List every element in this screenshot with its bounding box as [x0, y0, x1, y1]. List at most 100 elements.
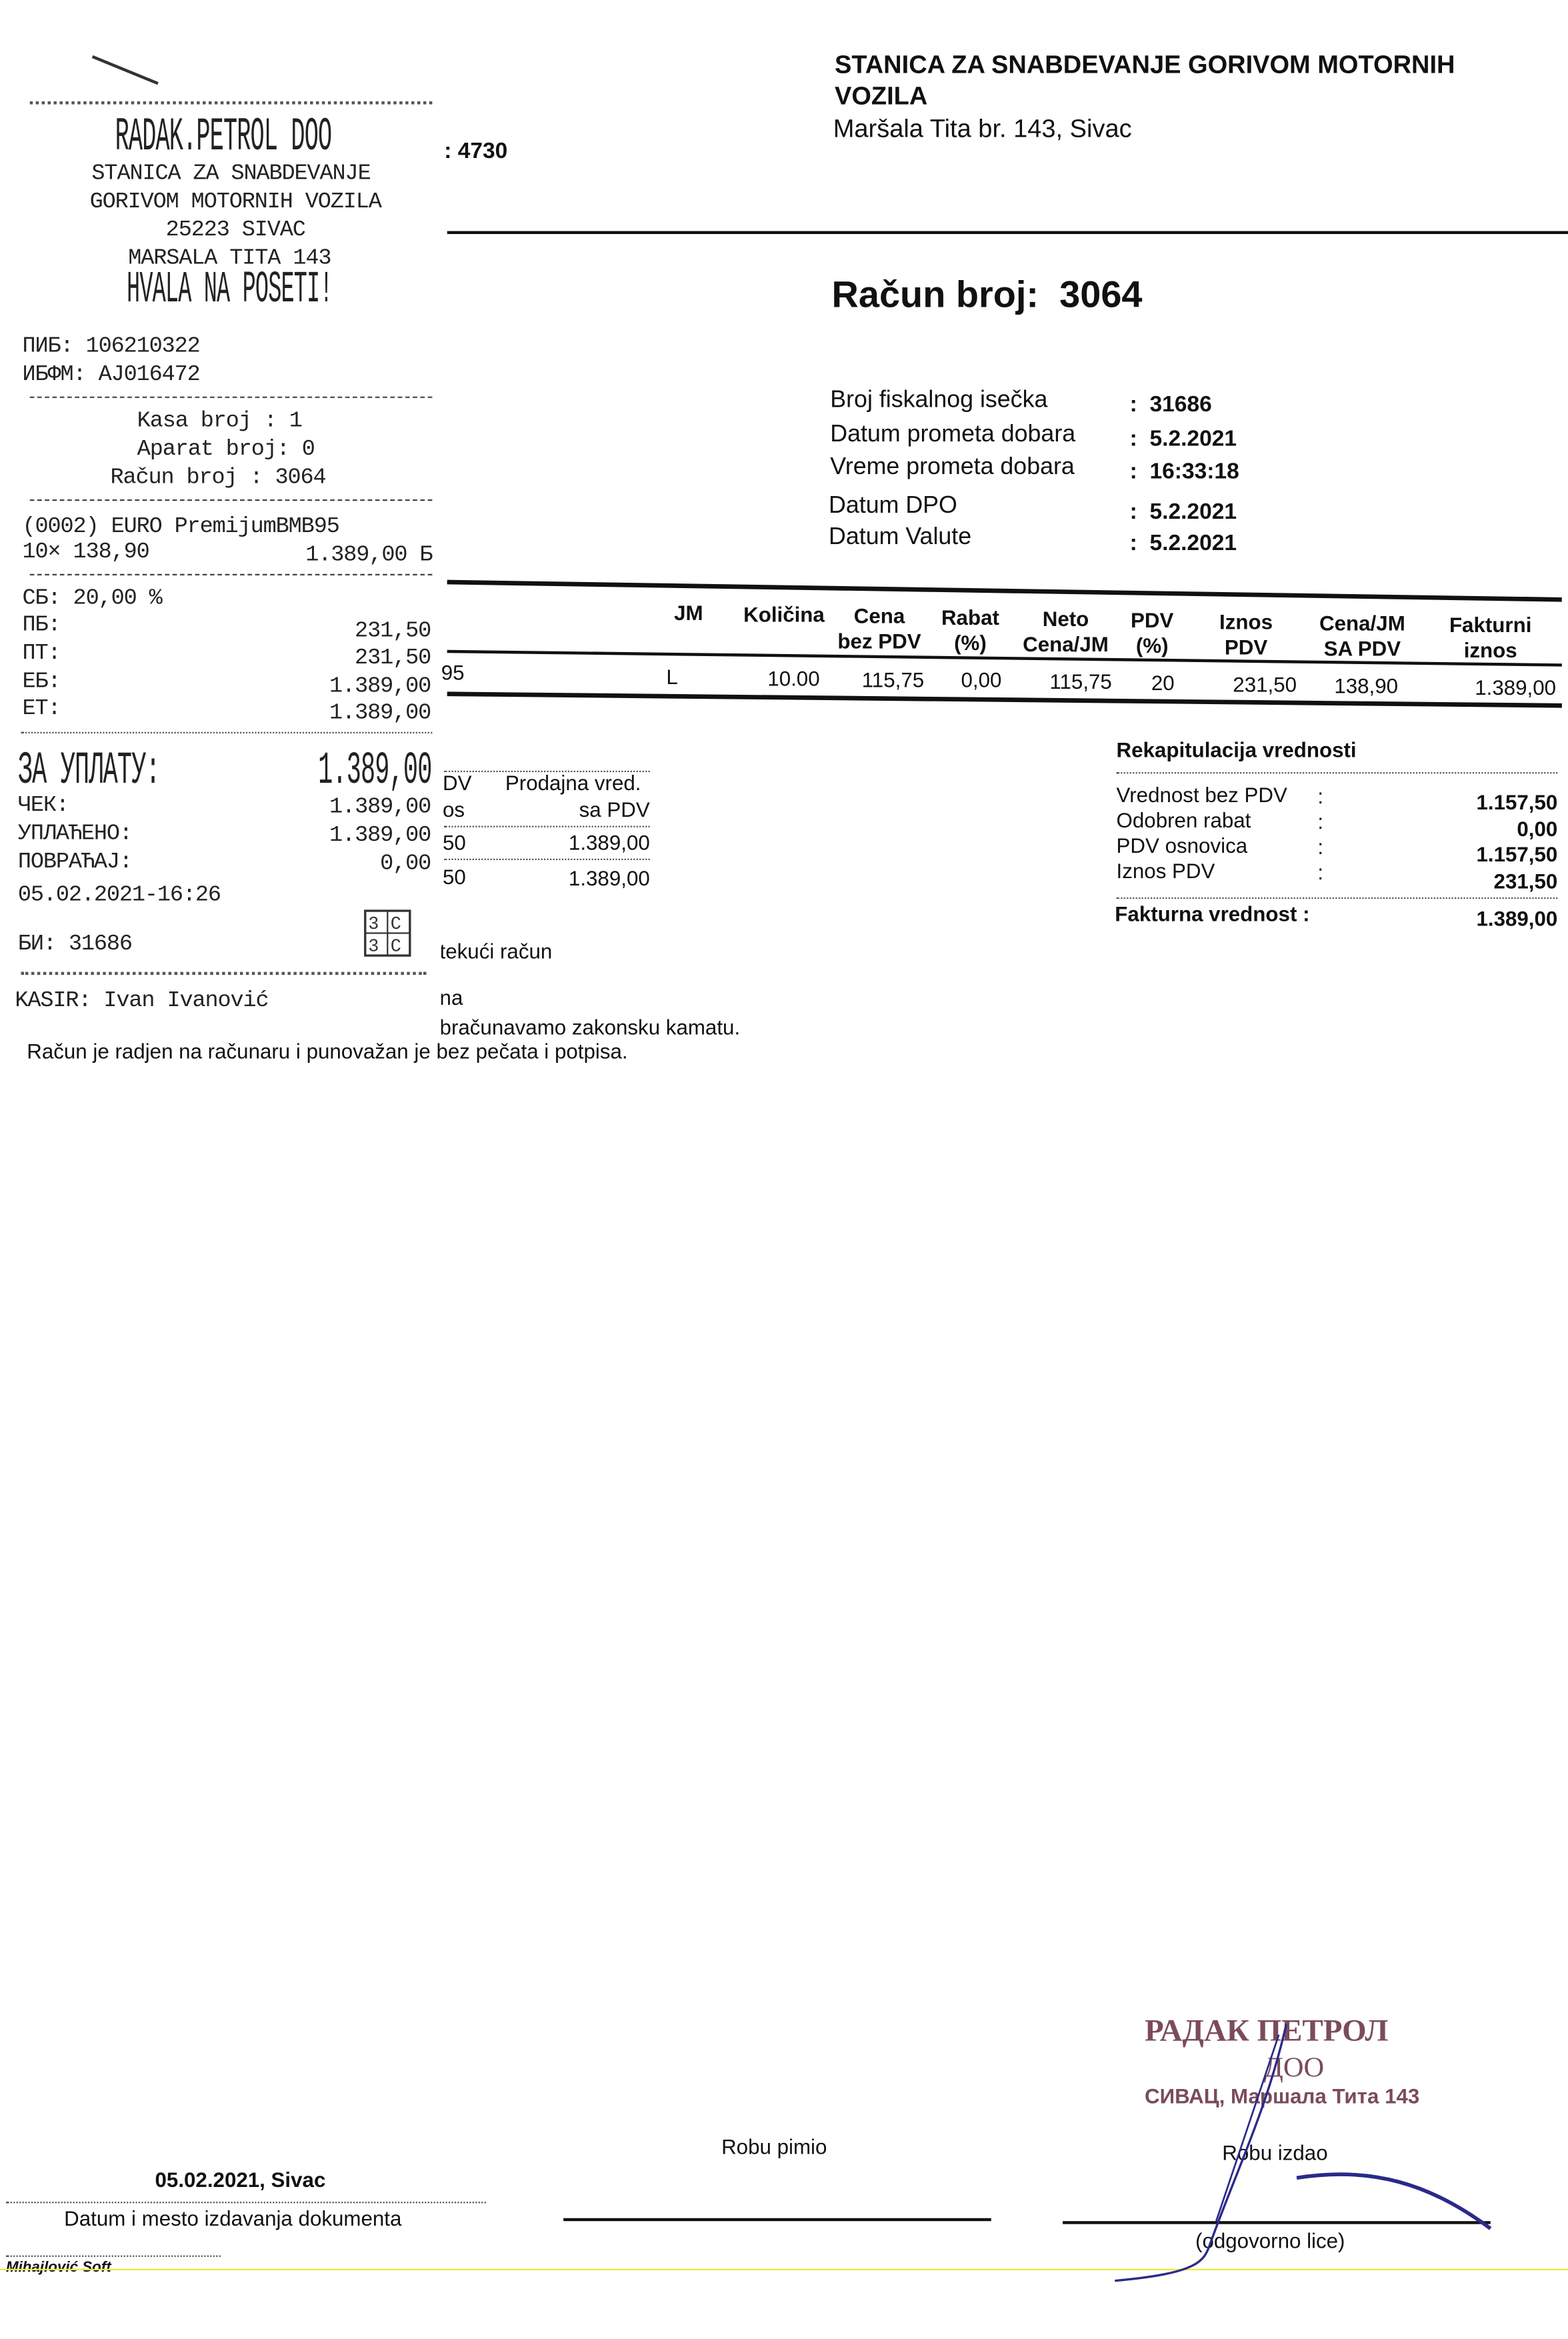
recap-label: Odobren rabat — [1116, 807, 1251, 832]
col-fakturni-iznos: Fakturni iznos — [1449, 612, 1532, 662]
col-neto-cena: Neto Cena/JM — [1023, 606, 1109, 656]
receipt-line: GORIVOM MOTORNIH VOZILA — [89, 189, 382, 215]
receipt-divider — [21, 971, 427, 975]
receipt-tax-label: ЕТ: — [22, 696, 61, 722]
tax-header-partial: os — [443, 797, 465, 821]
receipt-tax-value: 231,50 — [355, 618, 431, 644]
receipt-line: MARSALA TITA 143 — [128, 245, 331, 271]
receipt-payment-label: ПОВРАЋАЈ: — [17, 849, 133, 875]
company-name: STANICA ZA SNABDEVANJE GORIVOM MOTORNIH — [834, 51, 1455, 79]
divider — [447, 231, 1568, 235]
divider — [5, 2202, 486, 2204]
receipt-kasa: Kasa broj : 1 — [137, 408, 303, 434]
colon: : — [1317, 834, 1324, 859]
receipt-divider — [29, 101, 433, 105]
sale-time: 16:33:18 — [1149, 459, 1239, 485]
detail-label: Datum DPO — [829, 493, 957, 519]
detail-label: Broj fiskalnog isečka — [830, 387, 1048, 413]
receipt-tax-value: 1.389,00 — [329, 700, 431, 726]
recap-label: PDV osnovica — [1116, 833, 1248, 857]
receipt-cashier: KASIR: Ivan Ivanović — [15, 988, 269, 1014]
receipt-payment-label: ЧЕК: — [17, 793, 69, 819]
receipt-total-value: 1.389,00 — [318, 745, 433, 798]
detail-value: : 5.2.2021 — [1129, 530, 1237, 556]
partial-number: : 4730 — [444, 138, 508, 164]
sale-date: 5.2.2021 — [1149, 426, 1237, 452]
item-name-partial: 95 — [441, 660, 465, 685]
responsible-person-label: (odgovorno lice) — [1195, 2228, 1345, 2253]
issue-date-place-label: Datum i mesto izdavanja dokumenta — [64, 2206, 402, 2230]
receipt-thanks: HVALA NA POSETI! — [127, 265, 333, 317]
pen-mark — [91, 55, 159, 85]
cell-cena-sa-pdv: 138,90 — [1334, 673, 1399, 698]
cell-rabat: 0,00 — [961, 667, 1002, 692]
invoice-total-value: 1.389,00 — [1476, 906, 1558, 931]
received-signature-line — [563, 2218, 991, 2222]
receipt-payment-value: 1.389,00 — [329, 794, 431, 820]
cell-cena-bez-pdv: 115,75 — [861, 667, 925, 692]
stamp-line: РАДАК ПЕТРОЛ — [1145, 2012, 1389, 2048]
detail-label: Datum Valute — [829, 524, 972, 550]
cell-kolicina: 10.00 — [767, 666, 820, 691]
cell-pdv: 20 — [1151, 671, 1175, 695]
company-address: Maršala Tita br. 143, Sivac — [833, 115, 1132, 143]
fiscal-receipt: RADAK.PETROL DOO STANICA ZA SNABDEVANJE … — [0, 0, 441, 1077]
svg-text:3: 3 — [368, 937, 379, 957]
recap-title: Rekapitulacija vrednosti — [1116, 737, 1357, 762]
recap-value: 231,50 — [1493, 869, 1558, 893]
received-by-label: Robu pimio — [721, 2134, 827, 2159]
cell-fakturni-iznos: 1.389,00 — [1475, 675, 1557, 699]
scan-line — [0, 2268, 1568, 2270]
receipt-divider — [29, 573, 433, 575]
tax-header-partial: DV — [443, 770, 472, 795]
tax-header-with-vat: sa PDV — [579, 797, 650, 821]
cell-jm: L — [666, 665, 678, 689]
receipt-line: STANICA ZA SNABDEVANJE — [91, 161, 371, 187]
receipt-item-total: 1.389,00 Б — [305, 542, 433, 568]
col-iznos-pdv: Iznos PDV — [1219, 609, 1273, 659]
colon: : — [1317, 859, 1324, 884]
receipt-divider — [29, 396, 433, 398]
receipt-tax-value: 1.389,00 — [329, 673, 431, 699]
detail-value: : 31686 — [1129, 391, 1212, 417]
recap-value: 1.157,50 — [1476, 842, 1558, 866]
receipt-item-qty: 10× 138,90 — [22, 539, 150, 565]
note-interest: bračunavamo zakonsku kamatu. — [439, 1015, 741, 1039]
dpo-date: 5.2.2021 — [1149, 499, 1237, 525]
stamp-line: СИВАЦ, Маршала Тита 143 — [1145, 2084, 1420, 2108]
receipt-total-label: ЗА УПЛАТУ: — [17, 745, 161, 798]
col-rabat: Rabat (%) — [941, 605, 999, 655]
receipt-ibfm: ИБФМ: AJ016472 — [22, 362, 201, 388]
receipt-number: Račun broj : 3064 — [110, 465, 326, 491]
divider — [1116, 897, 1558, 899]
divider — [1116, 772, 1558, 774]
recap-label: Iznos PDV — [1116, 858, 1215, 883]
receipt-line: 25223 SIVAC — [165, 217, 306, 243]
invoice-title-label: Račun broj: — [831, 274, 1039, 316]
detail-label: Datum prometa dobara — [830, 421, 1076, 447]
software-credit: Mihajlović Soft — [5, 2260, 111, 2276]
receipt-datetime: 05.02.2021-16:26 — [17, 882, 221, 908]
tax-row-value: 1.389,00 — [568, 865, 650, 890]
detail-value: : 5.2.2021 — [1129, 426, 1237, 452]
svg-text:C: C — [391, 915, 401, 935]
receipt-company: RADAK.PETROL DOO — [115, 113, 333, 165]
receipt-divider — [21, 731, 433, 733]
note-partial: tekući račun — [439, 939, 553, 963]
table-top-border — [447, 579, 1562, 602]
svg-text:C: C — [391, 937, 401, 957]
recap-label: Vrednost bez PDV — [1116, 782, 1287, 807]
receipt-bi: БИ: 31686 — [17, 931, 133, 957]
receipt-aparat: Aparat broj: 0 — [137, 437, 315, 463]
receipt-payment-value: 1.389,00 — [329, 823, 431, 849]
col-jm: JM — [674, 600, 703, 625]
receipt-item-name: (0002) EURO PremijumBMB95 — [22, 514, 340, 540]
company-name-cont: VOZILA — [834, 81, 928, 111]
colon: : — [1317, 783, 1324, 808]
invoice-total-label: Fakturna vrednost : — [1115, 901, 1310, 926]
note-partial: na — [439, 985, 463, 1009]
fiscal-receipt-number: 31686 — [1149, 391, 1212, 417]
receipt-divider — [29, 499, 433, 501]
svg-text:3: 3 — [368, 915, 379, 935]
cell-iznos-pdv: 231,50 — [1233, 672, 1297, 697]
